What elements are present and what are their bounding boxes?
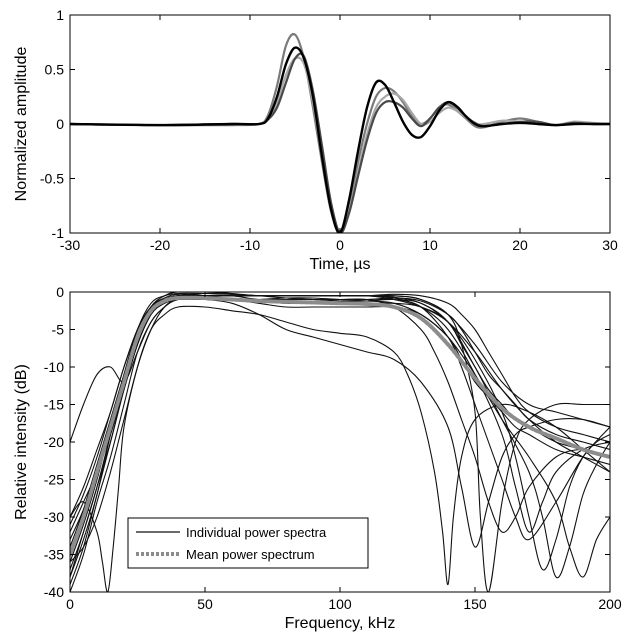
time-domain-xtick-label-1: -20: [150, 237, 170, 253]
frequency-axis-label: Frequency, kHz: [285, 615, 396, 632]
spectrum-ytick-label-4: -20: [44, 434, 64, 450]
legend-label-mean: Mean power spectrum: [186, 547, 315, 562]
time-domain-ytick-label-0: -1: [52, 225, 65, 241]
time-domain-chart: -30 -20 -10 0 10 20 30 -1 -0.5 0 0.5 1 Time, µs Nor…: [13, 7, 618, 273]
spectrum-ytick-label-7: -35: [44, 547, 64, 563]
spectrum-ytick-label-3: -15: [44, 397, 64, 413]
spectrum-series-15: [70, 295, 610, 557]
legend-box: [127, 517, 369, 569]
spectrum-series-11: [70, 294, 610, 541]
time-domain-xtick-label-6: 30: [602, 237, 618, 253]
spectrum-xtick-label-3: 150: [463, 596, 487, 612]
spectrum-xtick-label-0: 0: [66, 596, 74, 612]
time-domain-ytick-label-2: 0: [56, 116, 64, 132]
time-domain-xtick-label-2: -10: [240, 237, 260, 253]
spectrum-ticks: 0 50 100 150 200 0 -5 -10 -15 -20 -25 -30 -35 -40: [44, 284, 622, 612]
spectrum-ytick-label-2: -10: [44, 359, 64, 375]
time-domain-ytick-label-1: -0.5: [40, 171, 64, 187]
spectrum-ytick-label-0: 0: [56, 284, 64, 300]
time-domain-xtick-label-0: -30: [60, 237, 80, 253]
time-axis-label: Time, µs: [309, 256, 370, 273]
intensity-axis-label: Relative intensity (dB): [13, 364, 30, 520]
spectrum-series-6: [70, 298, 610, 533]
spectrum-xtick-label-1: 50: [197, 596, 213, 612]
legend: Individual power spectra Mean power spec…: [127, 517, 369, 569]
time-domain-ytick-label-3: 0.5: [45, 62, 65, 78]
spectrum-series-5: [70, 305, 610, 592]
time-domain-series-3: [70, 46, 610, 233]
time-domain-xtick-label-3: 0: [336, 237, 344, 253]
spectrum-ytick-label-5: -25: [44, 472, 64, 488]
spectrum-ytick-label-8: -40: [44, 584, 64, 600]
time-domain-xtick-label-4: 10: [422, 237, 438, 253]
spectrum-xtick-label-2: 100: [328, 596, 352, 612]
time-domain-series-0: [70, 32, 610, 233]
time-domain-ytick-label-4: 1: [56, 7, 64, 23]
spectrum-series-group: [70, 292, 610, 592]
spectrum-ytick-label-6: -30: [44, 509, 64, 525]
spectrum-ytick-label-1: -5: [52, 322, 65, 338]
time-domain-xtick-label-5: 20: [512, 237, 528, 253]
spectrum-series-14: [70, 294, 610, 526]
time-domain-series-group: [70, 32, 610, 233]
time-domain-ticks: -30 -20 -10 0 10 20 30 -1 -0.5 0 0.5 1: [40, 7, 618, 253]
legend-label-individual: Individual power spectra: [186, 525, 327, 540]
amplitude-axis-label: Normalized amplitude: [13, 47, 30, 202]
spectrum-xtick-label-4: 200: [598, 596, 622, 612]
time-domain-series-1: [70, 56, 610, 233]
frequency-spectrum-chart: 0 50 100 150 200 0 -5 -10 -15 -20 -25 -30 -35 -40 Fre…: [13, 284, 622, 632]
time-domain-series-2: [70, 52, 610, 233]
